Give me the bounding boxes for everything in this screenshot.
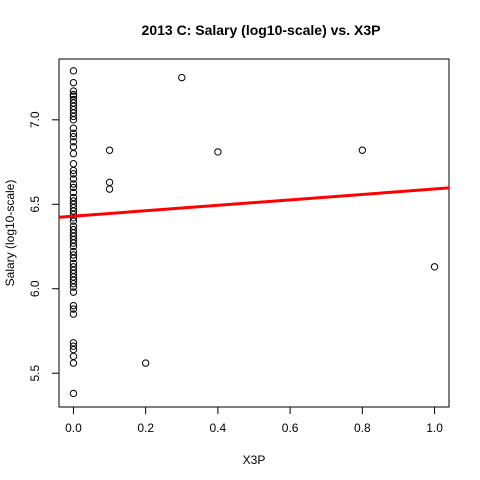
data-point <box>214 148 222 156</box>
regression-line-group <box>58 186 450 219</box>
y-tick-label: 7.0 <box>28 111 42 128</box>
data-point <box>69 239 78 247</box>
data-point <box>69 67 78 75</box>
data-point <box>69 124 78 132</box>
data-point <box>69 112 78 121</box>
x-tick-label: 0.6 <box>282 421 299 435</box>
x-tick-label: 0.4 <box>210 421 227 435</box>
data-point <box>105 185 114 193</box>
data-point <box>69 310 78 318</box>
data-point <box>69 175 78 183</box>
data-point <box>69 301 78 310</box>
data-point <box>69 251 78 259</box>
data-point <box>358 146 367 154</box>
data-point <box>69 183 78 192</box>
data-point <box>69 166 78 175</box>
data-point <box>430 263 439 271</box>
y-axis-label: Salary (log10-scale) <box>3 180 17 287</box>
y-tick-label: 6.5 <box>28 196 42 213</box>
data-point <box>69 217 78 225</box>
data-point <box>69 138 78 146</box>
data-point <box>69 160 78 168</box>
data-point <box>69 188 78 197</box>
data-point <box>69 288 78 296</box>
y-tick-label: 5.5 <box>28 365 42 382</box>
data-point <box>69 149 78 158</box>
data-point <box>69 242 78 251</box>
data-point <box>69 342 78 350</box>
data-point <box>105 146 114 154</box>
chart-title: 2013 C: Salary (log10-scale) vs. X3P <box>142 22 381 38</box>
data-point <box>69 78 78 87</box>
x-tick-label: 0.8 <box>354 421 371 435</box>
x-tick-label: 0.2 <box>137 421 154 435</box>
data-point <box>69 129 78 138</box>
data-point <box>69 389 78 398</box>
data-point <box>69 254 78 263</box>
regression-line <box>58 186 450 219</box>
data-point <box>69 352 78 361</box>
data-point <box>69 283 78 291</box>
y-axis: 5.5 6.0 6.5 7.0 <box>28 111 60 382</box>
data-point <box>69 180 78 188</box>
y-tick-label: 6.0 <box>28 280 42 297</box>
data-point <box>69 305 78 313</box>
data-point <box>105 178 114 187</box>
x-axis: 0.0 0.2 0.4 0.6 0.8 1.0 <box>65 406 443 435</box>
x-tick-label: 1.0 <box>426 421 443 435</box>
data-point <box>141 359 150 367</box>
data-point <box>69 116 78 124</box>
data-points <box>69 67 439 398</box>
data-point <box>69 170 78 178</box>
data-point <box>178 73 186 82</box>
x-tick-label: 0.0 <box>65 421 82 435</box>
data-point <box>69 359 78 367</box>
data-point <box>69 87 78 95</box>
plot-frame <box>58 58 450 408</box>
data-point <box>69 279 78 288</box>
data-point <box>69 133 78 141</box>
x-axis-label: X3P <box>243 453 266 467</box>
